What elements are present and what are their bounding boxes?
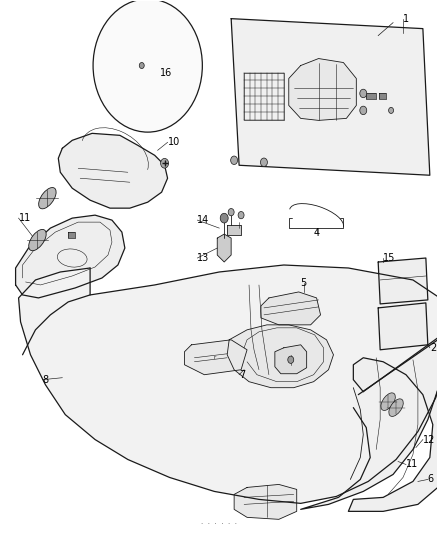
Text: r: r bbox=[213, 356, 215, 360]
Polygon shape bbox=[18, 265, 438, 503]
Text: 10: 10 bbox=[167, 138, 180, 147]
Text: 14: 14 bbox=[197, 215, 209, 225]
Circle shape bbox=[93, 0, 202, 132]
Polygon shape bbox=[226, 225, 240, 235]
Circle shape bbox=[237, 212, 244, 219]
Text: 11: 11 bbox=[18, 213, 31, 223]
Polygon shape bbox=[16, 215, 124, 298]
Circle shape bbox=[230, 156, 237, 165]
Text: 4: 4 bbox=[313, 228, 319, 238]
Polygon shape bbox=[365, 93, 375, 100]
Text: 7: 7 bbox=[239, 370, 245, 379]
Polygon shape bbox=[377, 303, 427, 350]
Circle shape bbox=[160, 158, 168, 168]
Ellipse shape bbox=[388, 399, 403, 416]
Text: ·  ·  ·  ·  ·  ·: · · · · · · bbox=[200, 521, 236, 527]
Text: 2: 2 bbox=[429, 343, 435, 353]
Polygon shape bbox=[226, 325, 333, 387]
Text: 13: 13 bbox=[197, 253, 209, 263]
Circle shape bbox=[228, 208, 233, 216]
Circle shape bbox=[388, 107, 393, 114]
Circle shape bbox=[220, 213, 228, 223]
Text: 5: 5 bbox=[300, 278, 306, 288]
Circle shape bbox=[260, 158, 267, 166]
Text: 12: 12 bbox=[422, 434, 434, 445]
Polygon shape bbox=[217, 234, 231, 262]
Polygon shape bbox=[260, 292, 320, 325]
Polygon shape bbox=[377, 258, 427, 304]
Polygon shape bbox=[300, 340, 437, 510]
Polygon shape bbox=[233, 484, 296, 519]
Circle shape bbox=[139, 62, 144, 69]
Text: 6: 6 bbox=[427, 474, 433, 484]
Polygon shape bbox=[68, 232, 75, 238]
Circle shape bbox=[287, 356, 293, 364]
Polygon shape bbox=[274, 345, 306, 374]
Text: 11: 11 bbox=[405, 459, 417, 470]
Text: 8: 8 bbox=[42, 375, 49, 385]
Polygon shape bbox=[231, 19, 429, 175]
Polygon shape bbox=[118, 43, 147, 88]
Polygon shape bbox=[378, 93, 385, 100]
Circle shape bbox=[359, 106, 366, 115]
Polygon shape bbox=[348, 338, 437, 511]
Ellipse shape bbox=[380, 393, 394, 410]
Text: 16: 16 bbox=[159, 68, 172, 77]
Text: 1: 1 bbox=[402, 14, 408, 23]
Circle shape bbox=[359, 89, 366, 98]
Text: 15: 15 bbox=[382, 253, 395, 263]
Ellipse shape bbox=[39, 188, 56, 209]
Polygon shape bbox=[58, 133, 167, 208]
Ellipse shape bbox=[28, 229, 46, 251]
Polygon shape bbox=[184, 340, 247, 375]
Polygon shape bbox=[288, 59, 356, 120]
